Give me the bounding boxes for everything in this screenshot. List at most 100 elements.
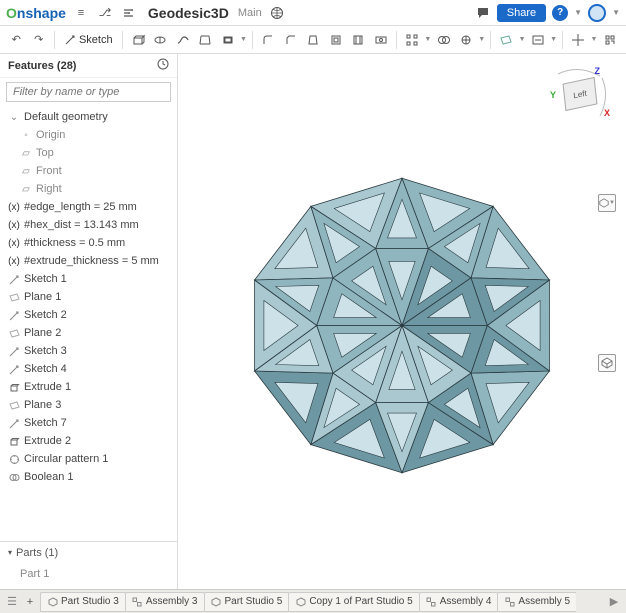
plane-icon [8, 327, 20, 339]
axis-z-icon: Z [595, 66, 601, 76]
add-tab-button[interactable]: + [20, 592, 40, 612]
undo-icon[interactable]: ↶ [6, 29, 27, 51]
tree-origin[interactable]: ◦Origin [0, 126, 177, 144]
tab-list-icon[interactable]: ☰ [4, 595, 20, 608]
comment-icon[interactable] [475, 5, 491, 21]
tree-feature[interactable]: Sketch 3 [0, 342, 177, 360]
avatar-dropdown-icon[interactable]: ▼ [612, 8, 620, 17]
parts-header[interactable]: ▾ Parts (1) [0, 541, 177, 563]
sketch-icon [8, 345, 20, 357]
dropdown-icon[interactable]: ▼ [478, 36, 485, 43]
render-mode-icon[interactable]: ▼ [598, 194, 616, 212]
dropdown-icon[interactable]: ▼ [590, 36, 597, 43]
tree-variable[interactable]: (x)#extrude_thickness = 5 mm [0, 252, 177, 270]
variable-icon[interactable] [528, 29, 549, 51]
isometric-icon[interactable] [598, 354, 616, 372]
tree-feature[interactable]: Extrude 1 [0, 378, 177, 396]
tab[interactable]: Assembly 3 [125, 592, 205, 612]
avatar[interactable] [588, 4, 606, 22]
tune-icon[interactable] [120, 4, 138, 22]
part-item[interactable]: Part 1 [0, 565, 177, 583]
scroll-right-icon[interactable]: ▶ [606, 595, 622, 608]
sketch-icon [8, 273, 20, 285]
tree-variable[interactable]: (x)#thickness = 0.5 mm [0, 234, 177, 252]
plane-icon[interactable] [496, 29, 517, 51]
tree-feature[interactable]: Plane 2 [0, 324, 177, 342]
tab[interactable]: Copy 1 of Part Studio 5 [288, 592, 419, 612]
search-tool-icon[interactable] [599, 29, 620, 51]
branch-name[interactable]: Main [238, 7, 262, 19]
boolean-icon[interactable] [433, 29, 454, 51]
asm-icon [426, 596, 437, 607]
tree-plane-front[interactable]: ▱Front [0, 162, 177, 180]
share-button[interactable]: Share [497, 4, 546, 22]
extrude-icon[interactable] [128, 29, 149, 51]
tab[interactable]: Assembly 5 [497, 592, 576, 612]
logo[interactable]: Onshape [6, 5, 66, 21]
hole-icon[interactable] [370, 29, 391, 51]
tree-feature[interactable]: Extrude 2 [0, 432, 177, 450]
globe-icon[interactable] [268, 4, 286, 22]
loft-icon[interactable] [195, 29, 216, 51]
doc-title[interactable]: Geodesic3D [148, 5, 229, 21]
help-dropdown-icon[interactable]: ▼ [574, 8, 582, 17]
variable-icon: (x) [8, 201, 20, 213]
model-3d[interactable] [232, 150, 572, 493]
section-icon[interactable] [568, 29, 589, 51]
draft-icon[interactable] [303, 29, 324, 51]
features-title: Features (28) [8, 60, 76, 72]
fillet-icon[interactable] [258, 29, 279, 51]
pattern-icon[interactable] [402, 29, 423, 51]
rollback-icon[interactable] [157, 58, 169, 73]
dropdown-icon[interactable]: ▼ [240, 36, 247, 43]
dropdown-icon[interactable]: ▼ [424, 36, 431, 43]
tree-feature[interactable]: Sketch 7 [0, 414, 177, 432]
tree-plane-top[interactable]: ▱Top [0, 144, 177, 162]
sweep-icon[interactable] [173, 29, 194, 51]
tree-feature[interactable]: Plane 3 [0, 396, 177, 414]
tree-plane-right[interactable]: ▱Right [0, 180, 177, 198]
tree-feature[interactable]: Sketch 1 [0, 270, 177, 288]
collapse-icon: ▾ [8, 548, 12, 557]
menu-icon[interactable]: ≡ [72, 4, 90, 22]
parts-title: Parts (1) [16, 547, 58, 559]
tab[interactable]: Assembly 4 [419, 592, 499, 612]
filter-input[interactable] [6, 82, 171, 102]
dropdown-icon[interactable]: ▼ [519, 36, 526, 43]
sketch-label: Sketch [79, 34, 113, 46]
tree-feature[interactable]: Plane 1 [0, 288, 177, 306]
shell-icon[interactable] [325, 29, 346, 51]
viewport[interactable]: Left X Y Z ▼ [178, 54, 626, 589]
part-icon [211, 596, 222, 607]
pattern-icon [8, 453, 20, 465]
feature-panel: Features (28) ⌄ Default geometry ◦Origin… [0, 54, 178, 589]
tab[interactable]: Part Studio 5 [204, 592, 290, 612]
variable-icon: (x) [8, 237, 20, 249]
tree-feature[interactable]: Sketch 2 [0, 306, 177, 324]
tree-variable[interactable]: (x)#edge_length = 25 mm [0, 198, 177, 216]
tree-feature[interactable]: Sketch 4 [0, 360, 177, 378]
tree-variable[interactable]: (x)#hex_dist = 13.143 mm [0, 216, 177, 234]
features-header[interactable]: Features (28) [0, 54, 177, 78]
tree-feature[interactable]: Boolean 1 [0, 468, 177, 486]
thicken-icon[interactable] [218, 29, 239, 51]
toolbar: ↶ ↷ Sketch ▼ ▼ ▼ ▼ ▼ ▼ [0, 26, 626, 54]
transform-icon[interactable] [456, 29, 477, 51]
versions-icon[interactable]: ⎇ [96, 4, 114, 22]
collapse-icon: ⌄ [8, 111, 20, 123]
dropdown-icon[interactable]: ▼ [550, 36, 557, 43]
sketch-button[interactable]: Sketch [60, 34, 117, 46]
chamfer-icon[interactable] [280, 29, 301, 51]
view-cube[interactable]: Left X Y Z [550, 66, 610, 126]
axis-x-icon: X [604, 108, 610, 118]
tab[interactable]: Part Studio 3 [40, 592, 126, 612]
tree-feature[interactable]: Circular pattern 1 [0, 450, 177, 468]
sketch-icon [8, 309, 20, 321]
rib-icon[interactable] [348, 29, 369, 51]
variable-icon: (x) [8, 255, 20, 267]
extrude-icon [8, 435, 20, 447]
redo-icon[interactable]: ↷ [29, 29, 50, 51]
tree-group[interactable]: ⌄ Default geometry [0, 108, 177, 126]
revolve-icon[interactable] [150, 29, 171, 51]
help-icon[interactable]: ? [552, 5, 568, 21]
